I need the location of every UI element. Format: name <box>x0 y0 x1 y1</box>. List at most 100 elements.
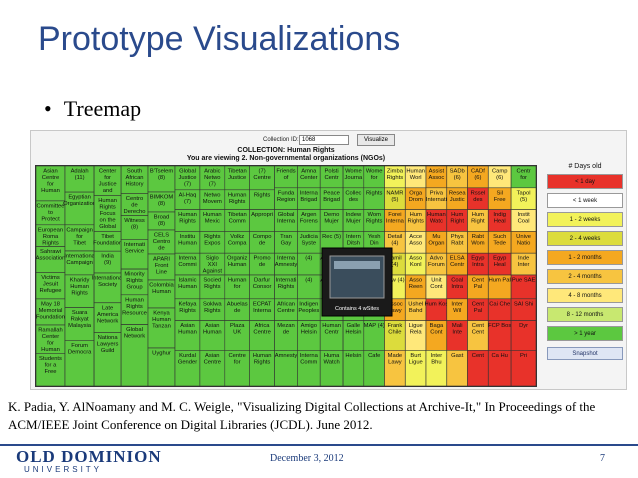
treemap[interactable]: Asian Centre for Human Committee to Protect Eur… <box>35 165 537 387</box>
treemap-svg[interactable]: AsianCentreforHumanCommitteetoProtectEur… <box>36 166 536 386</box>
treemap-cell-rect[interactable] <box>93 272 122 304</box>
treemap-cell[interactable]: Broad(8) <box>147 211 176 231</box>
treemap-cell[interactable]: Cafe <box>363 350 385 386</box>
visualize-button[interactable]: Visualize <box>357 134 395 146</box>
treemap-cell-rect[interactable] <box>64 224 95 252</box>
treemap-cell-rect[interactable] <box>120 239 149 270</box>
treemap-cell[interactable]: Helsin <box>342 350 365 386</box>
treemap-cell-rect[interactable] <box>249 350 275 386</box>
treemap-cell[interactable]: Uyghur <box>147 347 176 386</box>
treemap-cell[interactable]: Appropri <box>249 209 275 232</box>
collection-id-input[interactable]: 1068 <box>299 135 349 145</box>
treemap-cell[interactable]: MAP (4) <box>363 320 385 351</box>
treemap-cell[interactable]: Pue SAE <box>510 274 536 300</box>
treemap-cell[interactable]: FCP Bos <box>487 320 512 351</box>
treemap-cell-rect[interactable] <box>93 195 122 232</box>
treemap-cell[interactable]: B'Tselem(8) <box>147 166 176 193</box>
treemap-cell-rect[interactable] <box>64 307 95 341</box>
treemap-cell-rect[interactable] <box>120 324 149 386</box>
treemap-cell-rect[interactable] <box>224 350 251 386</box>
treemap-cell-rect[interactable] <box>93 302 122 333</box>
treemap-cell[interactable]: Rights <box>249 189 275 210</box>
treemap-cell-rect[interactable] <box>510 320 536 351</box>
snapshot-button[interactable]: Snapshot <box>547 347 623 360</box>
treemap-cell[interactable]: BIMKOM(8) <box>147 191 176 213</box>
treemap-cell[interactable]: Gast <box>446 350 468 386</box>
treemap-cell[interactable]: Camp(6) <box>487 166 512 189</box>
treemap-cell[interactable]: Adalah(11) <box>64 166 95 193</box>
treemap-cell-rect[interactable] <box>36 200 66 226</box>
treemap-cell[interactable]: (4) <box>297 252 321 276</box>
